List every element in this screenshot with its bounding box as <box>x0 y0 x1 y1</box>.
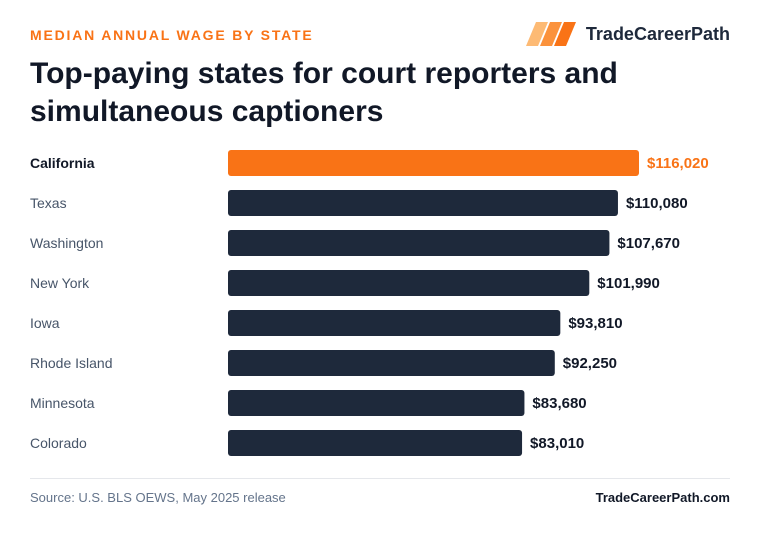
value-label: $83,680 <box>532 395 586 412</box>
value-label: $107,670 <box>617 235 680 252</box>
chart-title: Top-paying states for court reporters an… <box>30 57 618 128</box>
category-label: Iowa <box>30 315 60 331</box>
bar-texas <box>228 190 618 216</box>
bar-new-york <box>228 270 590 296</box>
bar-rhode-island <box>228 350 555 376</box>
footer-site-link[interactable]: TradeCareerPath.com <box>595 490 730 505</box>
value-label: $116,020 <box>647 155 709 172</box>
category-label: Washington <box>30 235 103 251</box>
bar-california <box>228 150 639 176</box>
brand-name: TradeCareerPath <box>585 23 730 44</box>
header: MEDIAN ANNUAL WAGE BY STATE TradeCareerP… <box>30 21 730 48</box>
chart-eyebrow: MEDIAN ANNUAL WAGE BY STATE <box>30 27 314 43</box>
category-label: Minnesota <box>30 395 95 411</box>
value-label: $83,010 <box>530 435 584 452</box>
value-label: $92,250 <box>563 355 617 372</box>
footer-divider <box>30 478 730 479</box>
category-label: California <box>30 155 95 171</box>
bar-colorado <box>228 430 523 456</box>
bar-minnesota <box>228 390 525 416</box>
category-label: Colorado <box>30 435 87 451</box>
value-label: $110,080 <box>626 195 688 212</box>
value-label: $93,810 <box>568 315 622 332</box>
category-label: New York <box>30 275 90 291</box>
source-note: Source: U.S. BLS OEWS, May 2025 release <box>30 490 286 505</box>
bar-washington <box>228 230 610 256</box>
brand: TradeCareerPath <box>525 21 730 47</box>
brand-logo-icon <box>525 22 576 46</box>
category-label: Rhode Island <box>30 355 113 371</box>
bar-iowa <box>228 310 561 336</box>
value-label: $101,990 <box>597 275 660 292</box>
category-label: Texas <box>30 195 67 211</box>
